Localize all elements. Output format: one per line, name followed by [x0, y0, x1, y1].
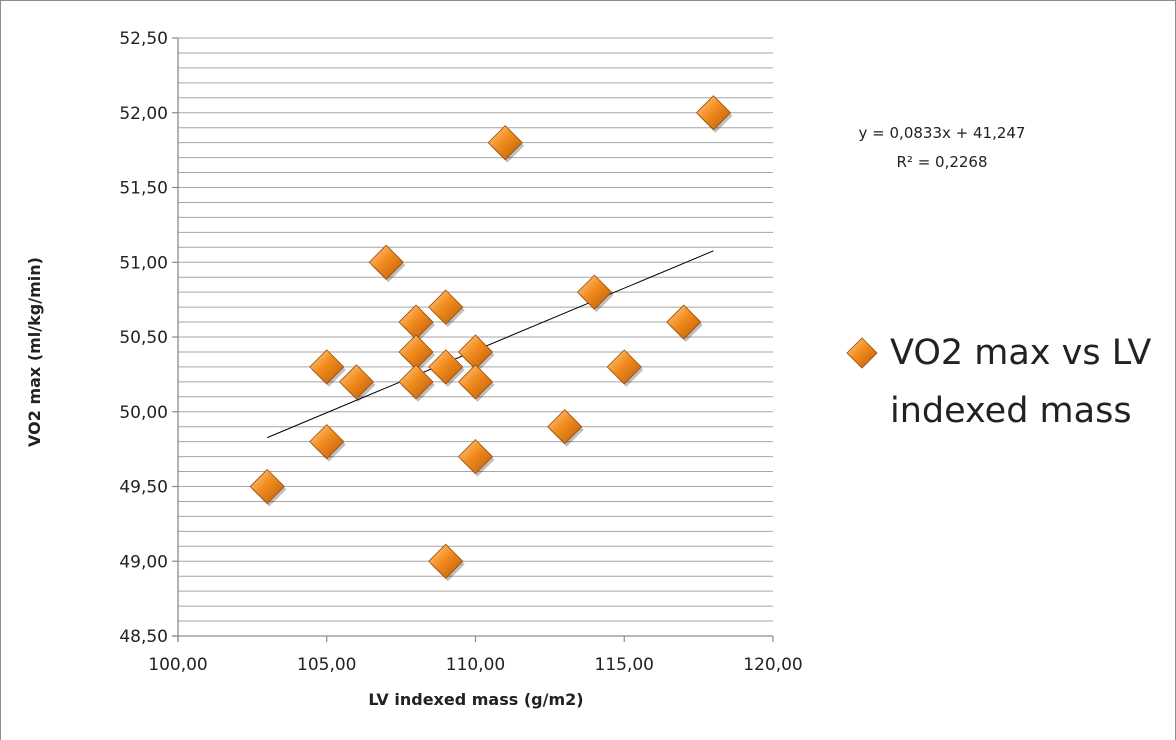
- trendline-r-squared: R² = 0,2268: [896, 153, 987, 171]
- data-point: [309, 424, 345, 460]
- data-point: [606, 349, 642, 385]
- data-point: [249, 468, 285, 505]
- data-point: [428, 289, 464, 325]
- y-axis-title: VO2 max (ml/kg/min): [25, 257, 44, 447]
- data-point: [398, 304, 434, 340]
- x-tick-label: 115,00: [595, 655, 654, 675]
- data-point: [368, 244, 404, 280]
- x-axis-title: LV indexed mass (g/m2): [368, 690, 583, 709]
- data-point: [695, 95, 732, 131]
- legend-label-line-2: indexed mass: [890, 391, 1132, 431]
- data-point: [457, 439, 494, 475]
- y-tick-labels: 48,50 49,00 49,50 50,00 50,50 51,00 51,50 52,00…: [119, 29, 178, 647]
- data-point: [309, 349, 345, 385]
- y-tick-label: 49,50: [119, 478, 168, 498]
- y-tick-label: 52,00: [119, 104, 168, 124]
- x-tick-label: 110,00: [446, 655, 505, 675]
- legend-label-line-1: VO2 max vs LV: [890, 333, 1151, 373]
- legend: VO2 max vs LV indexed mass: [846, 333, 1151, 431]
- y-tick-label: 50,50: [119, 328, 168, 348]
- trendline: [267, 250, 714, 439]
- data-point: [338, 364, 375, 400]
- y-tick-label: 50,00: [119, 403, 168, 423]
- data-point: [428, 543, 464, 579]
- axes: [172, 38, 773, 642]
- data-point: [398, 364, 434, 400]
- y-tick-label: 52,50: [119, 29, 168, 49]
- data-point: [398, 334, 434, 370]
- trendline-equation: y = 0,0833x + 41,247: [859, 124, 1026, 142]
- data-point: [457, 334, 494, 370]
- x-tick-label: 100,00: [148, 655, 207, 675]
- legend-marker-diamond-icon: [846, 337, 878, 369]
- data-points: [249, 95, 733, 582]
- data-point: [666, 304, 702, 340]
- y-tick-label: 48,50: [119, 627, 168, 647]
- y-tick-label: 51,00: [119, 253, 168, 273]
- x-tick-label: 105,00: [297, 655, 356, 675]
- y-tick-label: 49,00: [119, 552, 168, 572]
- y-tick-label: 51,50: [119, 179, 168, 199]
- x-tick-label: 120,00: [743, 655, 802, 675]
- data-point: [457, 364, 494, 400]
- data-point: [487, 125, 523, 161]
- data-point: [547, 409, 583, 445]
- data-point: [428, 349, 464, 385]
- x-tick-labels: 100,00 105,00 110,00 115,00 120,00: [148, 636, 803, 675]
- data-point: [576, 274, 613, 310]
